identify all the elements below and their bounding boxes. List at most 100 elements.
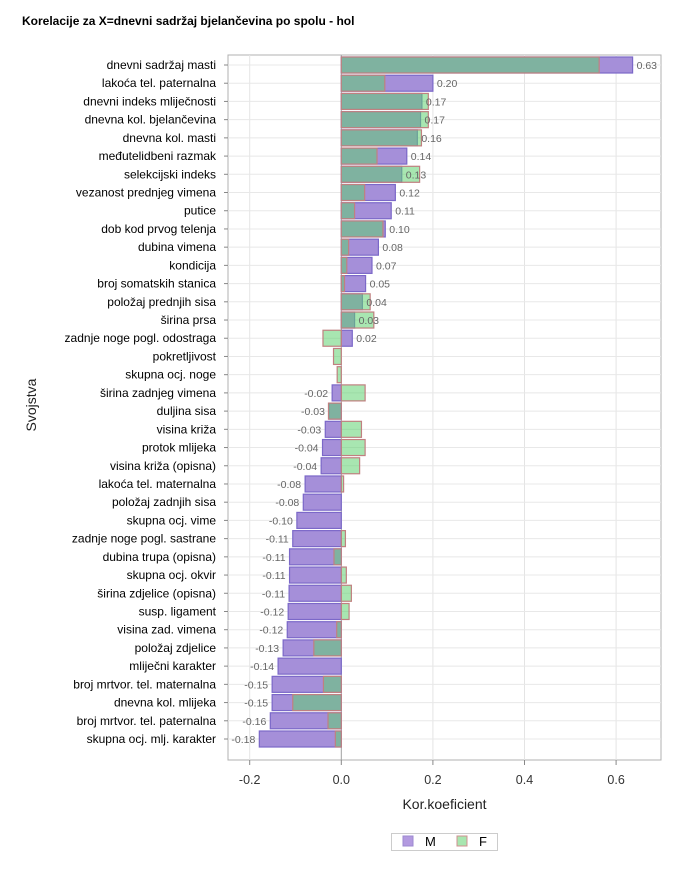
data-label: -0.10 <box>269 515 293 527</box>
data-label: 0.02 <box>356 333 377 345</box>
bar-F <box>322 329 342 347</box>
bar-F <box>340 475 345 493</box>
bar-F <box>340 183 366 202</box>
legend-swatch-F <box>456 835 468 847</box>
y-tick-label: zadnje noge pogl. sastrane <box>72 532 216 546</box>
data-label: -0.03 <box>297 424 321 436</box>
y-axis-title: Svojstva <box>23 378 39 431</box>
y-tick-label: dubina trupa (opisna) <box>103 550 216 564</box>
bar-F <box>322 675 342 693</box>
data-label: -0.11 <box>262 570 285 582</box>
legend-label-M: M <box>425 834 436 849</box>
y-tick-label: skupna ocj. vime <box>127 513 217 527</box>
data-label: 0.12 <box>399 188 420 200</box>
y-tick-label: protok mlijeka <box>142 441 216 455</box>
data-label: 0.07 <box>376 260 397 272</box>
bar-M <box>302 493 342 511</box>
bar-F <box>292 693 342 712</box>
bar-M <box>258 730 342 748</box>
y-tick-label: skupna ocj. noge <box>125 368 216 382</box>
y-tick-label: dnevna kol. masti <box>123 131 216 145</box>
data-label: -0.11 <box>262 552 285 564</box>
bar-F <box>327 402 342 420</box>
data-label: 0.04 <box>366 297 387 309</box>
y-tick-label: broj mrtvor. tel. paternalna <box>77 714 217 728</box>
data-label: 0.13 <box>406 169 427 181</box>
bar-F <box>340 92 429 111</box>
bar-M <box>321 438 342 457</box>
bar-F <box>340 530 347 548</box>
bar-F <box>340 384 366 402</box>
legend-label-F: F <box>479 834 487 849</box>
y-tick-label: zadnje noge pogl. odostraga <box>65 331 217 345</box>
y-tick-label: dob kod prvog telenja <box>101 222 216 236</box>
bar-M <box>320 457 342 475</box>
data-label: -0.08 <box>277 479 301 491</box>
bar-M <box>286 621 342 639</box>
y-tick-label: broj mrtvor. tel. maternalna <box>73 677 216 691</box>
bar-M <box>296 511 342 530</box>
y-tick-label: položaj prednjih sisa <box>107 295 216 309</box>
y-tick-label: dnevna kol. bjelančevina <box>85 113 217 127</box>
y-tick-label: visina križa <box>157 422 217 436</box>
data-label: 0.11 <box>395 206 415 218</box>
bar-F <box>340 438 366 457</box>
data-label: 0.17 <box>426 96 447 108</box>
bar-F <box>340 274 346 293</box>
legend-swatch-M <box>402 835 414 847</box>
y-tick-label: položaj zdjelice <box>135 641 217 655</box>
bar-F <box>340 256 348 274</box>
bar-F <box>340 293 371 311</box>
y-tick-label: broj somatskih stanica <box>97 277 216 291</box>
y-tick-label: širina zdjelice (opisna) <box>97 586 216 600</box>
bar-M <box>340 329 353 347</box>
y-tick-label: dubina vimena <box>138 240 216 254</box>
data-label: -0.16 <box>242 716 266 728</box>
data-label: 0.16 <box>421 133 442 145</box>
bar-F <box>340 566 347 584</box>
bar-F <box>340 602 350 621</box>
data-label: 0.05 <box>370 279 391 291</box>
y-tick-label: vezanost prednjeg vimena <box>76 186 216 200</box>
y-tick-label: položaj zadnjih sisa <box>112 495 216 509</box>
bar-F <box>340 420 363 438</box>
bar-F <box>336 621 342 639</box>
legend <box>391 833 498 851</box>
bar-F <box>336 366 342 384</box>
y-tick-label: pokretljivost <box>153 349 217 363</box>
y-tick-label: širina prsa <box>161 313 217 327</box>
data-label: 0.63 <box>637 60 658 72</box>
y-tick-label: mliječni karakter <box>129 659 216 673</box>
bar-M <box>331 384 342 402</box>
bar-M <box>304 475 342 493</box>
data-label: -0.18 <box>231 734 255 746</box>
bar-F <box>340 457 361 475</box>
data-label: 0.14 <box>411 151 432 163</box>
x-tick-label: 0.0 <box>333 773 350 787</box>
data-label: -0.04 <box>295 443 319 455</box>
bar-F <box>340 56 600 74</box>
y-tick-label: putice <box>184 204 216 218</box>
bar-M <box>277 657 342 675</box>
bar-M <box>292 530 342 548</box>
bar-F <box>334 730 342 748</box>
y-tick-label: dnevni indeks mliječnosti <box>83 94 216 108</box>
bar-F <box>340 129 423 147</box>
data-label: -0.04 <box>293 461 317 473</box>
data-label: -0.03 <box>301 406 325 418</box>
y-tick-label: dnevna kol. mlijeka <box>114 696 216 710</box>
x-tick-label: 0.2 <box>424 773 441 787</box>
data-label: -0.15 <box>244 698 268 710</box>
x-tick-label: -0.2 <box>239 773 261 787</box>
bar-M <box>324 420 342 438</box>
bar-M <box>287 602 342 621</box>
bar-F <box>340 147 378 165</box>
data-label: -0.14 <box>250 661 274 673</box>
data-label: -0.12 <box>260 606 284 618</box>
data-label: -0.11 <box>266 534 289 546</box>
data-label: 0.10 <box>389 224 410 236</box>
y-tick-label: skupna ocj. mlj. karakter <box>87 732 216 746</box>
chart-title: Korelacije za X=dnevni sadržaj bjelančev… <box>22 14 355 28</box>
data-label: -0.08 <box>275 497 299 509</box>
